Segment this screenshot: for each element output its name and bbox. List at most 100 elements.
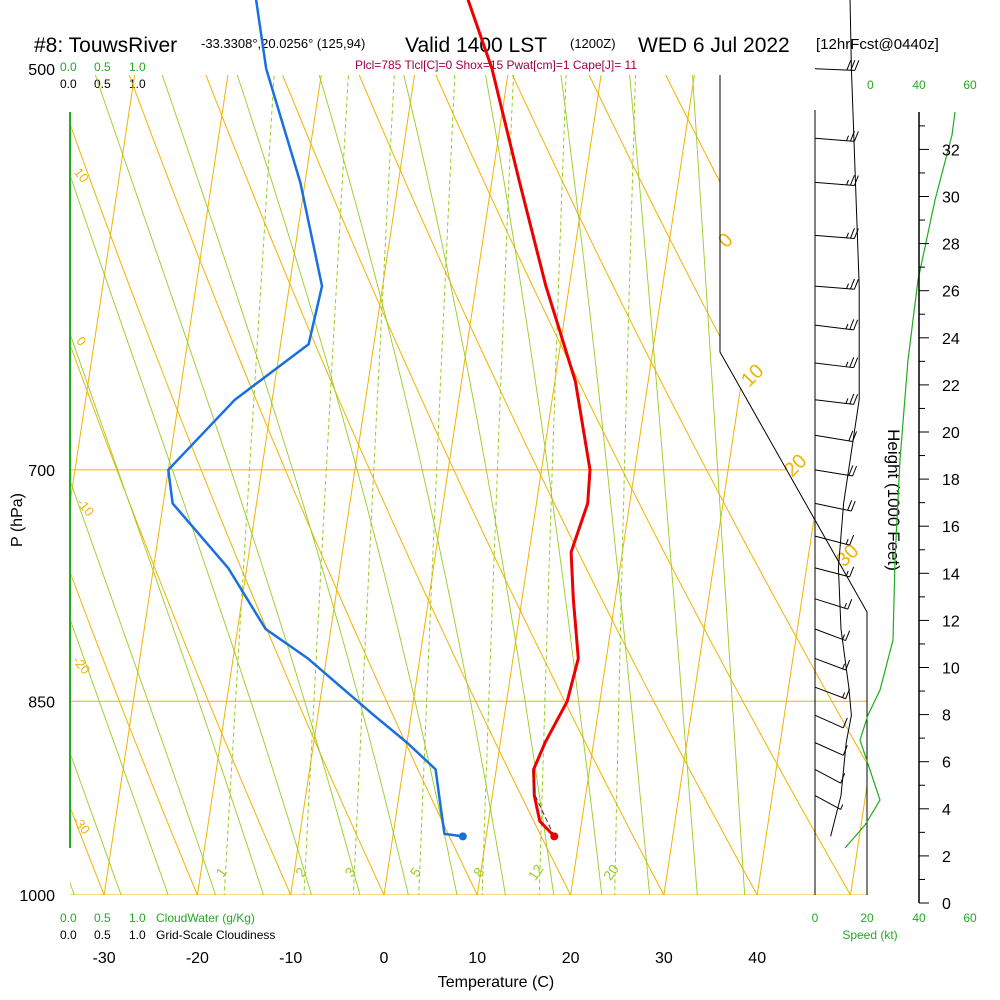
wind-barb [814, 598, 853, 610]
temperature-tick-label: -30 [93, 950, 116, 967]
wind-barb [814, 768, 846, 784]
isotherm [0, 0, 174, 953]
moist-adiabat [236, 75, 458, 895]
surface-temperature-dot [550, 832, 559, 841]
height-tick-label: 20 [942, 425, 960, 442]
mixing-ratio-label: 5 [407, 864, 425, 880]
mixing-ratio-line [223, 75, 275, 895]
speed-axis-label: Speed (kt) [842, 928, 897, 942]
temperature-tick-label: -20 [186, 950, 209, 967]
height-tick-label: 22 [942, 378, 960, 395]
pressure-tick-label: 1000 [19, 888, 55, 905]
speed-tick-top-3: 60 [963, 78, 977, 92]
wind-barb [814, 742, 848, 756]
wind-barb [814, 278, 859, 290]
y-axis-label: P (hPa) [9, 493, 26, 547]
moist-adiabat [70, 617, 169, 895]
dewpoint-profile [167, 0, 463, 838]
pressure-tick-label: 500 [28, 62, 55, 79]
valid-time: Valid 1400 LST [405, 34, 547, 57]
height-tick-label: 6 [942, 755, 951, 772]
isotherm [290, 75, 416, 895]
dry-adiabat [70, 122, 385, 895]
moist-adiabat [484, 75, 603, 895]
dry-adiabat [70, 805, 105, 895]
cloud-green-bottom-1: 0.5 [94, 911, 111, 925]
isotherm [383, 75, 509, 895]
mixing-ratio-label: 2 [292, 864, 310, 880]
mixing-ratio-line [303, 75, 349, 895]
mixing-ratio-line [538, 75, 567, 895]
wind-barb [814, 686, 851, 700]
x-axis-label: Temperature (C) [438, 974, 554, 991]
plot-boundary [719, 75, 868, 895]
moist-adiabat [629, 75, 698, 895]
cloudiness-label: Grid-Scale Cloudiness [156, 928, 275, 942]
forecast-info: [12hrFcst@0440z] [816, 36, 939, 53]
height-tick-label: 8 [942, 708, 951, 725]
mixing-ratio-line [614, 75, 637, 895]
valid-date: WED 6 Jul 2022 [638, 34, 790, 57]
mixing-ratio-label: 1 [212, 864, 230, 880]
wind-barb [814, 393, 859, 405]
moist-adiabat [70, 173, 312, 895]
moist-adiabat [318, 75, 506, 895]
moist-adiabat [94, 75, 361, 895]
isotherm [756, 164, 867, 895]
cloud-black-top-0: 0.0 [60, 77, 77, 91]
temperature-tick-label: 0 [380, 950, 389, 967]
cloud-black-top-2: 1.0 [129, 77, 146, 91]
cloud-black-bottom-2: 1.0 [129, 928, 146, 942]
zulu-time: (1200Z) [570, 36, 616, 51]
cloud-black-bottom-0: 0.0 [60, 928, 77, 942]
wind-barb [814, 657, 851, 671]
speed-tick-bottom-1: 20 [860, 911, 874, 925]
mixing-ratio-line [418, 75, 456, 895]
cloud-black-bottom-1: 0.5 [94, 928, 111, 942]
cloud-black-top-1: 0.5 [94, 77, 111, 91]
wind-barb [814, 465, 858, 477]
cloud-green-bottom-2: 1.0 [129, 911, 146, 925]
height-tick-label: 28 [942, 237, 960, 254]
wind-barb [814, 319, 859, 331]
dry-adiabat [205, 75, 572, 895]
wind-barb [814, 227, 859, 239]
height-tick-label: 10 [942, 661, 960, 678]
mixing-ratio-label: 20 [600, 861, 622, 883]
isotherm [196, 75, 322, 895]
cloud-green-top-2: 1.0 [129, 60, 146, 74]
wind-barb [814, 500, 856, 512]
height-tick-label: 26 [942, 284, 960, 301]
cloud-green-bottom-0: 0.0 [60, 911, 77, 925]
wind-barb [814, 628, 851, 642]
height-tick-label: 30 [942, 190, 960, 207]
moist-adiabat [0, 0, 2, 953]
wind-speed-profile [830, 0, 860, 837]
temperature-tick-label: 40 [748, 950, 766, 967]
moist-adiabat [560, 75, 651, 895]
cloud-green-top-1: 0.5 [94, 60, 111, 74]
isotherm [103, 75, 229, 895]
speed-tick-bottom-2: 40 [912, 911, 926, 925]
pressure-tick-label: 700 [28, 463, 55, 480]
mixing-ratio-label: 12 [525, 861, 547, 883]
dry-adiabat-label: 10 [71, 165, 92, 186]
wind-barb [814, 175, 859, 187]
height-tick-label: 16 [942, 519, 960, 536]
mixing-ratio-label: 8 [470, 864, 488, 880]
temperature-tick-label: 10 [468, 950, 486, 967]
moist-adiabat [70, 478, 217, 895]
dry-adiabat [70, 342, 292, 895]
cloud-water-label: CloudWater (g/Kg) [156, 911, 255, 925]
mixing-ratio-label: 3 [341, 864, 359, 880]
isotherm [663, 75, 789, 895]
temperature-tick-label: 20 [562, 950, 580, 967]
height-tick-label: 24 [942, 331, 960, 348]
height-tick-label: 4 [942, 802, 951, 819]
height-profile [844, 111, 956, 849]
moist-adiabat [403, 75, 555, 895]
wind-barb [814, 430, 858, 442]
dry-adiabat [358, 75, 758, 895]
wind-barb [814, 795, 844, 810]
